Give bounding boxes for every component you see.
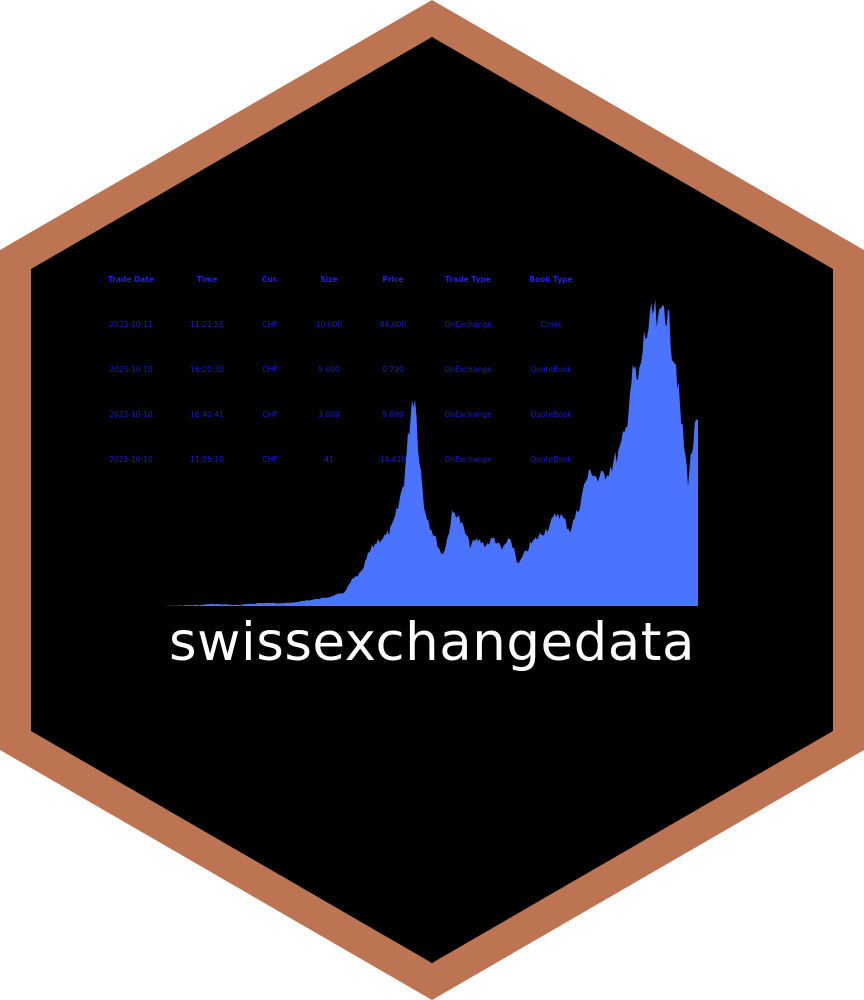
cell-size: 10 000 bbox=[315, 320, 343, 329]
cell-trade-type: OnExchange bbox=[444, 365, 492, 374]
cell-trade-date: 2023-10-10 bbox=[109, 365, 153, 374]
table-row: 2023-10-10 16:40:41 CHF 3 000 9.090 OnEx… bbox=[95, 410, 595, 424]
cell-size: 41 bbox=[324, 455, 334, 464]
cell-price: 14.410 bbox=[379, 455, 407, 464]
cell-book-type: QuoteBook bbox=[530, 365, 572, 374]
cell-time: 16:20:30 bbox=[190, 365, 224, 374]
cell-price: 84.000 bbox=[379, 320, 407, 329]
cell-trade-type: OnExchange bbox=[444, 455, 492, 464]
cell-time: 11:21:55 bbox=[190, 320, 224, 329]
cell-size: 5 000 bbox=[318, 365, 340, 374]
cell-currency: CHF bbox=[262, 365, 278, 374]
cell-time: 16:40:41 bbox=[190, 410, 224, 419]
cell-book-type: QuoteBook bbox=[530, 455, 572, 464]
header-time: Time bbox=[196, 275, 218, 284]
hex-background bbox=[31, 37, 833, 963]
table-row: 2023-10-10 11:05:10 CHF 41 14.410 OnExch… bbox=[95, 455, 595, 469]
cell-trade-type: OnExchange bbox=[444, 320, 492, 329]
cell-price: 0.790 bbox=[382, 365, 404, 374]
cell-price: 9.090 bbox=[382, 410, 404, 419]
header-trade-type: Trade Type bbox=[445, 275, 491, 284]
price-area-chart bbox=[165, 299, 698, 606]
cell-trade-date: 2023-10-11 bbox=[109, 320, 153, 329]
header-trade-date: Trade Date bbox=[107, 275, 155, 284]
cell-currency: CHF bbox=[262, 410, 278, 419]
cell-book-type: Cross bbox=[540, 320, 562, 329]
cell-trade-type: OnExchange bbox=[444, 410, 492, 419]
cell-currency: CHF bbox=[262, 455, 278, 464]
header-currency: Cur. bbox=[261, 275, 279, 284]
cell-book-type: QuoteBook bbox=[530, 410, 572, 419]
header-price: Price bbox=[382, 275, 404, 284]
logo-title: swissexchangedata bbox=[169, 612, 695, 673]
header-size: Size bbox=[320, 275, 338, 284]
cell-currency: CHF bbox=[262, 320, 278, 329]
cell-size: 3 000 bbox=[318, 410, 340, 419]
header-book-type: Book Type bbox=[529, 275, 573, 284]
cell-trade-date: 2023-10-10 bbox=[109, 455, 153, 464]
table-header-row: Trade Date Time Cur. Size Price Trade Ty… bbox=[95, 275, 595, 289]
cell-time: 11:05:10 bbox=[190, 455, 224, 464]
table-row: 2023-10-11 11:21:55 CHF 10 000 84.000 On… bbox=[95, 320, 595, 334]
cell-trade-date: 2023-10-10 bbox=[109, 410, 153, 419]
table-row: 2023-10-10 16:20:30 CHF 5 000 0.790 OnEx… bbox=[95, 365, 595, 379]
